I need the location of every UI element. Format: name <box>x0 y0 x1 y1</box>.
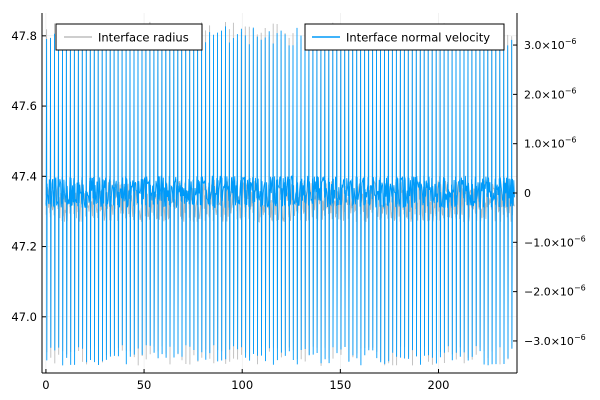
legend-right-label: Interface normal velocity <box>346 31 490 45</box>
x-tick-label-4: 200 <box>428 378 450 392</box>
yr-tick-label-1: −2.0×10−6 <box>524 284 586 299</box>
line-interface-normal-velocity <box>45 25 515 366</box>
tick-labels: 0 50 100 150 200 47.0 47.2 47.4 47.6 47.8 −3.0×10−… <box>11 29 585 392</box>
x-tick-label-2: 100 <box>231 378 253 392</box>
yl-tick-label-2: 47.4 <box>11 169 37 183</box>
yr-tick-label-5: 2.0×10−6 <box>524 86 577 101</box>
yl-tick-label-3: 47.6 <box>11 99 37 113</box>
yr-tick-label-2: −1.0×10−6 <box>524 234 586 249</box>
x-tick-label-3: 150 <box>329 378 351 392</box>
yl-tick-label-0: 47.0 <box>11 310 37 324</box>
legend-left-label: Interface radius <box>98 31 189 45</box>
yr-tick-label-4: 1.0×10−6 <box>524 136 577 151</box>
yl-tick-label-1: 47.2 <box>11 240 37 254</box>
x-tick-label-0: 0 <box>42 378 49 392</box>
yr-tick-label-0: −3.0×10−6 <box>524 333 586 348</box>
yr-tick-label-3: 0 <box>524 187 531 200</box>
yl-tick-label-4: 47.8 <box>11 29 37 43</box>
series-interface-normal-velocity <box>45 25 515 366</box>
yr-tick-label-6: 3.0×10−6 <box>524 37 577 52</box>
legend-left: Interface radius <box>55 23 203 51</box>
legend-right: Interface normal velocity <box>304 23 505 51</box>
x-tick-label-1: 50 <box>137 378 152 392</box>
